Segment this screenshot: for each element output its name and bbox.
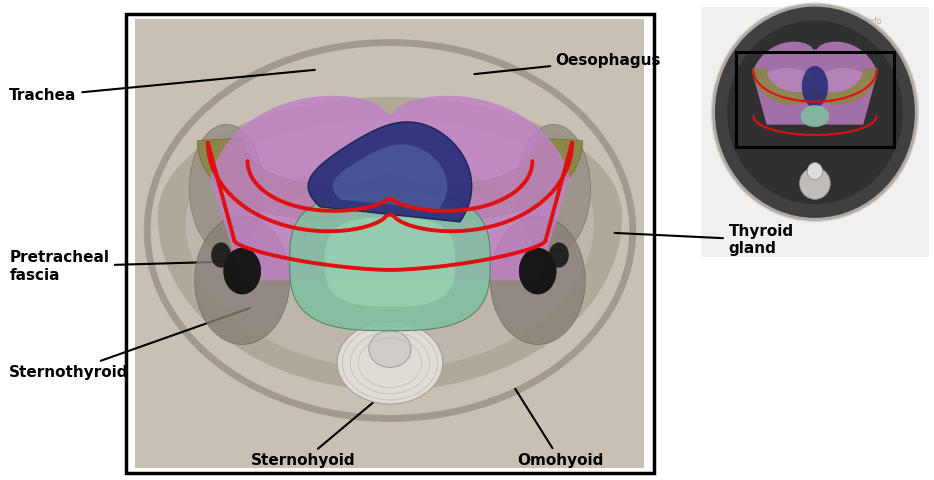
Polygon shape — [197, 138, 583, 219]
Polygon shape — [290, 193, 490, 331]
Bar — [126, 14, 654, 473]
Text: Sternothyroid: Sternothyroid — [9, 308, 249, 380]
Ellipse shape — [549, 242, 569, 268]
Ellipse shape — [190, 124, 263, 253]
Text: ©  TeachMe: © TeachMe — [771, 18, 832, 28]
Polygon shape — [753, 68, 877, 105]
Polygon shape — [325, 217, 455, 307]
Ellipse shape — [801, 66, 828, 108]
Ellipse shape — [224, 248, 261, 294]
Ellipse shape — [194, 216, 290, 345]
Text: Trachea: Trachea — [9, 70, 315, 104]
Ellipse shape — [815, 68, 871, 99]
Polygon shape — [135, 19, 644, 468]
Ellipse shape — [519, 248, 556, 294]
Ellipse shape — [800, 105, 829, 127]
Text: Omohyoid: Omohyoid — [516, 389, 603, 468]
Text: Thyroid
gland: Thyroid gland — [615, 224, 794, 256]
Ellipse shape — [728, 21, 903, 204]
Ellipse shape — [800, 168, 830, 199]
Text: Pretracheal
fascia: Pretracheal fascia — [9, 250, 226, 283]
Text: info: info — [867, 17, 882, 26]
Polygon shape — [216, 170, 316, 207]
Ellipse shape — [807, 163, 823, 180]
Polygon shape — [186, 120, 594, 369]
Ellipse shape — [713, 4, 917, 220]
Polygon shape — [464, 170, 564, 207]
Polygon shape — [333, 144, 447, 209]
Polygon shape — [308, 122, 472, 222]
Ellipse shape — [337, 322, 443, 404]
Ellipse shape — [211, 242, 231, 268]
Bar — [700, 7, 929, 257]
Polygon shape — [210, 96, 570, 280]
Polygon shape — [158, 97, 622, 390]
Ellipse shape — [758, 68, 814, 99]
Polygon shape — [752, 42, 878, 125]
Text: Oesophagus: Oesophagus — [474, 52, 661, 74]
Text: Sternohyoid: Sternohyoid — [251, 388, 390, 468]
Ellipse shape — [490, 216, 586, 345]
Bar — [736, 52, 894, 147]
Text: Anatomy: Anatomy — [809, 18, 861, 28]
Ellipse shape — [369, 331, 411, 367]
Ellipse shape — [517, 124, 590, 253]
